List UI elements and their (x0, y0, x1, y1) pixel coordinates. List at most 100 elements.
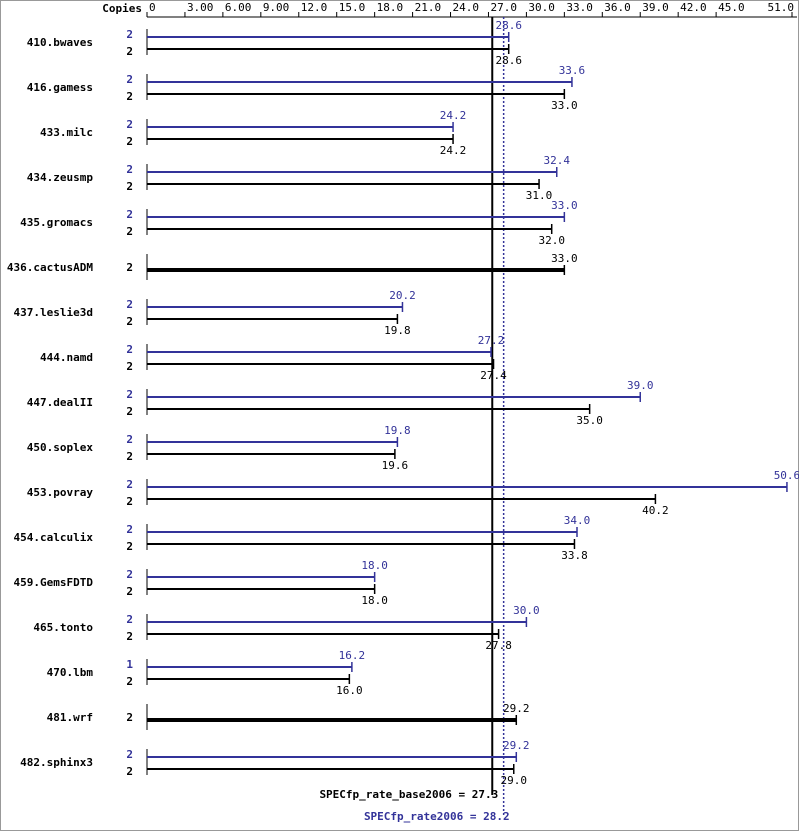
copies-label: 2 (126, 225, 133, 238)
value-label: 33.8 (561, 549, 588, 562)
copies-label: 2 (126, 360, 133, 373)
x-tick-label: 24.0 (453, 1, 480, 14)
copies-label: 2 (126, 568, 133, 581)
x-tick-label: 36.0 (604, 1, 631, 14)
copies-label: 2 (126, 450, 133, 463)
x-tick-label: 6.00 (225, 1, 252, 14)
value-label: 24.2 (440, 109, 467, 122)
x-tick-label: 12.0 (301, 1, 328, 14)
copies-label: 2 (126, 28, 133, 41)
copies-label: 2 (126, 613, 133, 626)
value-label: 29.0 (501, 774, 528, 787)
value-label: 29.2 (503, 702, 530, 715)
value-label: 28.6 (495, 54, 522, 67)
reference-label: SPECfp_rate_base2006 = 27.3 (319, 788, 498, 801)
x-tick-label: 39.0 (642, 1, 669, 14)
copies-label: 2 (126, 315, 133, 328)
x-tick-label: 42.0 (680, 1, 707, 14)
x-tick-label: 0 (149, 1, 156, 14)
category-label: 454.calculix (14, 531, 94, 544)
value-label: 32.0 (538, 234, 565, 247)
value-label: 33.0 (551, 252, 578, 265)
x-tick-label: 27.0 (490, 1, 517, 14)
category-label: 437.leslie3d (14, 306, 93, 319)
category-label: 435.gromacs (20, 216, 93, 229)
copies-label: 2 (126, 73, 133, 86)
value-label: 39.0 (627, 379, 654, 392)
category-label: 433.milc (40, 126, 93, 139)
value-label: 19.8 (384, 424, 411, 437)
x-tick-label: 21.0 (415, 1, 442, 14)
category-label: 481.wrf (47, 711, 93, 724)
category-label: 470.lbm (47, 666, 94, 679)
value-label: 18.0 (361, 559, 388, 572)
value-label: 33.0 (551, 199, 578, 212)
x-tick-label: 30.0 (528, 1, 555, 14)
category-label: 434.zeusmp (27, 171, 94, 184)
reference-label: SPECfp_rate2006 = 28.2 (364, 810, 510, 823)
value-label: 33.0 (551, 99, 578, 112)
x-tick-label: 9.00 (263, 1, 290, 14)
value-label: 28.6 (495, 19, 522, 32)
copies-label: 2 (126, 405, 133, 418)
value-label: 18.0 (361, 594, 388, 607)
value-label: 16.0 (336, 684, 363, 697)
x-tick-label: 15.0 (339, 1, 366, 14)
value-label: 27.2 (478, 334, 505, 347)
x-tick-label: 18.0 (377, 1, 404, 14)
copies-label: 2 (126, 90, 133, 103)
copies-label: 2 (126, 711, 133, 724)
copies-label: 2 (126, 540, 133, 553)
value-label: 31.0 (526, 189, 553, 202)
copies-label: 2 (126, 495, 133, 508)
category-label: 482.sphinx3 (20, 756, 93, 769)
copies-label: 2 (126, 135, 133, 148)
value-label: 34.0 (564, 514, 591, 527)
value-label: 27.8 (485, 639, 512, 652)
value-label: 50.6 (774, 469, 799, 482)
copies-label: 1 (126, 658, 133, 671)
copies-label: 2 (126, 298, 133, 311)
copies-label: 2 (126, 630, 133, 643)
value-label: 27.4 (480, 369, 507, 382)
value-label: 24.2 (440, 144, 467, 157)
value-label: 40.2 (642, 504, 669, 517)
category-label: 436.cactusADM (7, 261, 93, 274)
category-label: 447.dealII (27, 396, 93, 409)
value-label: 29.2 (503, 739, 530, 752)
copies-label: 2 (126, 261, 133, 274)
value-label: 30.0 (513, 604, 540, 617)
category-label: 410.bwaves (27, 36, 93, 49)
copies-label: 2 (126, 388, 133, 401)
copies-label: 2 (126, 118, 133, 131)
copies-label: 2 (126, 748, 133, 761)
copies-label: 2 (126, 180, 133, 193)
category-label: 444.namd (40, 351, 93, 364)
category-label: 459.GemsFDTD (14, 576, 94, 589)
value-label: 32.4 (544, 154, 571, 167)
copies-label: 2 (126, 765, 133, 778)
x-tick-label: 3.00 (187, 1, 214, 14)
copies-label: 2 (126, 478, 133, 491)
value-label: 35.0 (576, 414, 603, 427)
copies-label: 2 (126, 208, 133, 221)
category-label: 465.tonto (33, 621, 93, 634)
copies-label: 2 (126, 433, 133, 446)
value-label: 20.2 (389, 289, 416, 302)
copies-label: 2 (126, 163, 133, 176)
copies-label: 2 (126, 45, 133, 58)
axis-label: Copies (102, 2, 142, 15)
value-label: 33.6 (559, 64, 586, 77)
x-tick-label: 51.0 (768, 1, 795, 14)
x-tick-label: 33.0 (566, 1, 593, 14)
copies-label: 2 (126, 585, 133, 598)
x-tick-label: 45.0 (718, 1, 745, 14)
copies-label: 2 (126, 675, 133, 688)
value-label: 19.8 (384, 324, 411, 337)
category-label: 453.povray (27, 486, 94, 499)
category-label: 416.gamess (27, 81, 93, 94)
value-label: 19.6 (382, 459, 409, 472)
copies-label: 2 (126, 343, 133, 356)
